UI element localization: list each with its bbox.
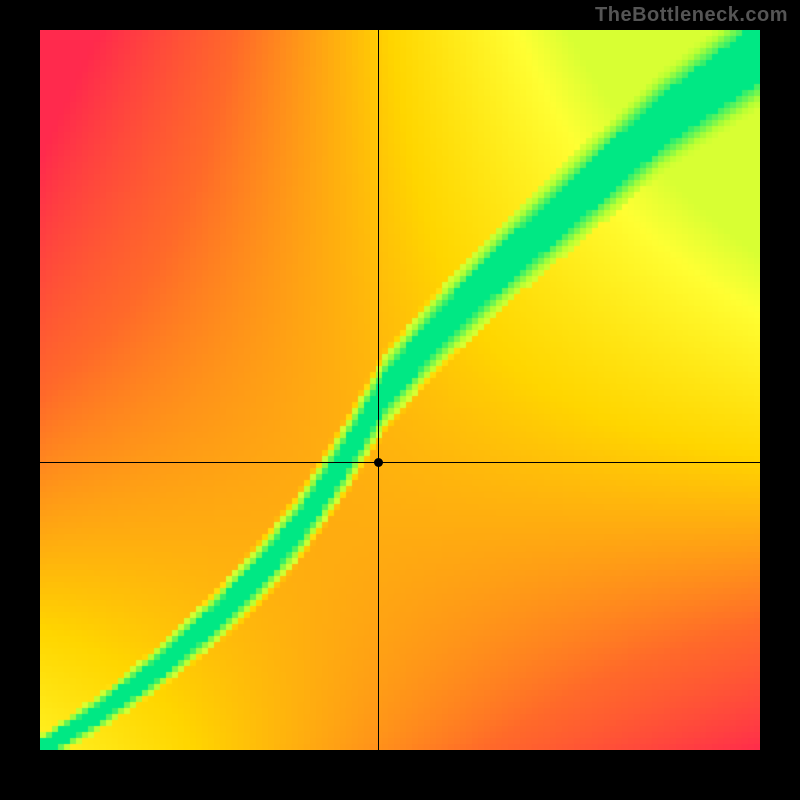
crosshair-vertical bbox=[378, 30, 379, 750]
chart-container: TheBottleneck.com bbox=[0, 0, 800, 800]
plot-area bbox=[40, 30, 760, 750]
heatmap-canvas bbox=[40, 30, 760, 750]
crosshair-horizontal bbox=[40, 462, 760, 463]
marker-dot bbox=[374, 458, 383, 467]
watermark-text: TheBottleneck.com bbox=[595, 4, 788, 27]
